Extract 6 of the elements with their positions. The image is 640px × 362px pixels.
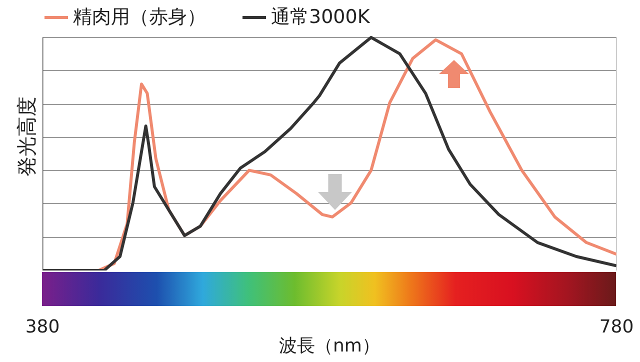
x-tick-label: 780 — [599, 316, 634, 338]
y-axis-title: 発光高度 — [14, 96, 38, 176]
legend-label: 精肉用（赤身） — [73, 5, 206, 30]
x-tick-label: 380 — [25, 316, 60, 338]
x-axis-title: 波長（nm） — [279, 336, 380, 356]
legend-label: 通常3000K — [271, 5, 370, 30]
